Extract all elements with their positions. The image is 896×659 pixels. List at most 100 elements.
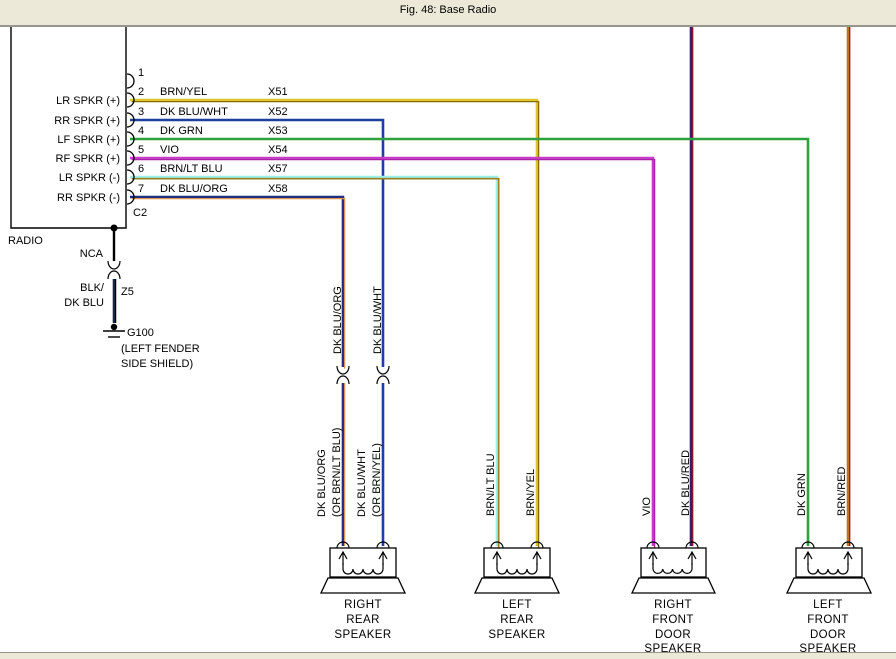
wire-main	[130, 175, 499, 546]
speaker-name-line: SPEAKER	[334, 629, 391, 641]
speaker-name-line: RIGHT	[344, 599, 382, 611]
wire-tracer	[131, 177, 500, 548]
pin-4-number: 4	[138, 125, 144, 137]
speaker-cone	[473, 577, 561, 594]
speaker-right-front-door: RIGHT FRONT DOOR SPEAKER	[630, 541, 717, 655]
pin-4-bracket	[126, 131, 135, 147]
terminal-arc	[490, 541, 504, 549]
wire-main-upper	[130, 118, 385, 367]
ground-location-line1: (LEFT FENDER	[121, 343, 200, 355]
speaker-coil	[807, 563, 849, 575]
terminal-arc	[376, 541, 390, 549]
ground-wire-color-line1: BLK/	[80, 282, 105, 294]
ground-wire-color-line2: DK BLU	[64, 297, 104, 309]
speaker-coil	[342, 563, 384, 575]
wire-brn-yel	[130, 98, 540, 548]
ground-id-label: G100	[127, 327, 154, 339]
pin-2-wire-color-label: BRN/YEL	[160, 86, 207, 98]
connector-c2-label: C2	[133, 207, 147, 219]
ground-symbol	[103, 323, 125, 338]
ground-dot	[110, 323, 118, 331]
pin-3-bracket	[126, 112, 135, 128]
wire-tracer	[131, 158, 656, 548]
wire-tracer	[131, 100, 540, 548]
wire-dk-blu-org	[130, 195, 350, 546]
bottom-bar	[0, 653, 896, 659]
terminal-arc	[685, 541, 699, 549]
speaker-name-line: DOOR	[655, 629, 691, 641]
wire-label-dk-grn: DK GRN	[796, 473, 808, 516]
speaker-cone	[319, 577, 407, 594]
speaker-name-line: LEFT	[813, 599, 843, 611]
nca-label: NCA	[80, 248, 104, 260]
inline-connector-top-arc	[336, 365, 350, 375]
splice-z5-label: Z5	[121, 286, 134, 298]
speaker-box	[640, 547, 707, 578]
radio-block-outline	[10, 27, 127, 229]
wire-dk-grn	[130, 137, 810, 546]
wire-vio	[130, 156, 656, 548]
speaker-name-line: LEFT	[502, 599, 532, 611]
wire-brn-lt-blu	[130, 175, 500, 548]
pin-5-bracket	[126, 150, 135, 166]
title-bar	[0, 0, 896, 25]
pin-5-circuit-label: X54	[268, 144, 288, 156]
wire-label-dk-blu-org-lower: DK BLU/ORG	[316, 449, 328, 517]
speaker-name-line: SPEAKER	[644, 643, 701, 655]
speaker-coil	[652, 563, 693, 574]
pin-5-number: 5	[138, 144, 144, 156]
wire-dk-blu-wht	[130, 118, 390, 546]
speaker-box	[483, 547, 551, 578]
pin-3-wire-color-label: DK BLU/WHT	[160, 106, 228, 118]
speaker-name-line: RIGHT	[654, 599, 692, 611]
wire-label-brn-red: BRN/RED	[836, 466, 848, 516]
speaker-cone	[785, 577, 873, 594]
speaker-name-line: REAR	[346, 614, 380, 626]
title-bar-separator	[0, 25, 896, 27]
pin-2-bracket	[126, 92, 135, 108]
inline-connector-top-arc	[107, 260, 121, 270]
wire-tracer-upper	[131, 197, 346, 369]
terminal-arc	[336, 541, 350, 549]
pin-label-rr-spkr-pos: RR SPKR (+)	[54, 115, 120, 127]
wire-label-dk-blu-org-lower-alt: (OR BRN/LT BLU)	[331, 428, 343, 517]
wire-main	[130, 137, 810, 546]
wire-main	[130, 98, 539, 546]
wire-label-dk-blu-org-upper: DK BLU/ORG	[332, 286, 344, 354]
pin-6-bracket	[126, 169, 135, 185]
inline-connector-bottom-arc	[107, 270, 121, 280]
wire-label-vio: VIO	[641, 497, 653, 516]
bottom-bar-separator	[0, 652, 896, 653]
speaker-name-line: FRONT	[652, 614, 694, 626]
speaker-name-line: SPEAKER	[799, 643, 856, 655]
pin-5-wire-color-label: VIO	[160, 144, 179, 156]
speaker-name-line: SPEAKER	[488, 629, 545, 641]
radio-label: RADIO	[8, 235, 43, 247]
pin-1-number: 1	[138, 67, 144, 79]
pin-3-number: 3	[138, 106, 144, 118]
wire-label-brn-lt-blu: BRN/LT BLU	[485, 453, 497, 516]
speaker-name-line: DOOR	[810, 629, 846, 641]
pin-4-circuit-label: X53	[268, 125, 288, 137]
pin-3-circuit-label: X52	[268, 106, 288, 118]
wire-dk-blu-red	[689, 27, 694, 546]
wire-brn-red	[846, 27, 851, 546]
pin-7-number: 7	[138, 183, 144, 195]
pin-label-rr-spkr-neg: RR SPKR (-)	[57, 192, 120, 204]
pin-7-bracket	[126, 189, 135, 205]
pin-6-circuit-label: X57	[268, 163, 288, 175]
wire-label-dk-blu-red: DK BLU/RED	[680, 450, 692, 516]
speaker-name-line: FRONT	[807, 614, 849, 626]
figure-title: Fig. 48: Base Radio	[400, 4, 497, 16]
wire-main	[130, 156, 655, 546]
wire-label-dk-blu-wht-lower-alt: (OR BRN/YEL)	[371, 443, 383, 517]
terminal-arc	[530, 541, 544, 549]
pin-label-lr-spkr-pos: LR SPKR (+)	[56, 95, 120, 107]
pin-6-number: 6	[138, 163, 144, 175]
speaker-box	[795, 547, 863, 578]
ground-branch: NCA BLK/ DK BLU Z5 G100 (LEFT FENDER SID…	[64, 230, 200, 370]
wire-label-brn-yel: BRN/YEL	[525, 469, 537, 516]
